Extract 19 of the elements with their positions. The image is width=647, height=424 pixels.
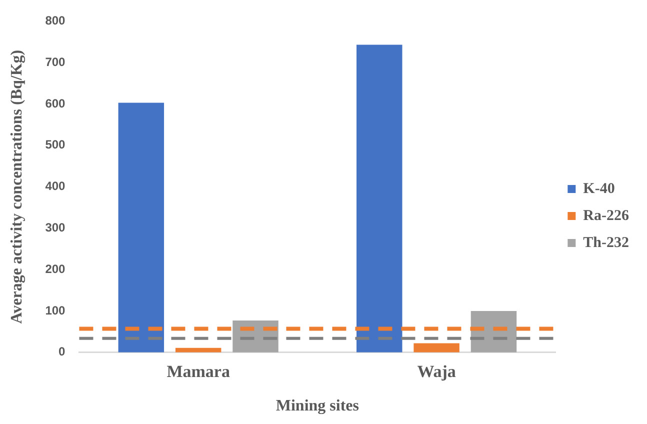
legend-label: Ra-226 xyxy=(583,208,630,224)
legend-label: Th-232 xyxy=(583,234,629,251)
bar xyxy=(118,102,164,352)
y-tick-label: 700 xyxy=(45,54,66,69)
x-axis-title: Mining sites xyxy=(276,398,359,415)
x-tick-label: Mamara xyxy=(166,362,230,381)
y-axis-title: Average activity concentrations (Bq/Kg) xyxy=(8,50,26,324)
y-tick-label: 300 xyxy=(45,220,66,235)
y-tick-label: 800 xyxy=(45,14,66,28)
bar xyxy=(356,44,402,352)
y-tick-label: 200 xyxy=(45,262,66,276)
y-tick-label: 100 xyxy=(45,303,66,318)
legend-label: K-40 xyxy=(583,180,615,197)
y-tick-label: 600 xyxy=(45,96,66,110)
bar xyxy=(414,343,460,352)
x-tick-label: Waja xyxy=(417,362,456,381)
y-tick-label: 0 xyxy=(58,344,66,359)
y-tick-label: 400 xyxy=(45,179,66,194)
y-tick-label: 500 xyxy=(45,138,66,152)
